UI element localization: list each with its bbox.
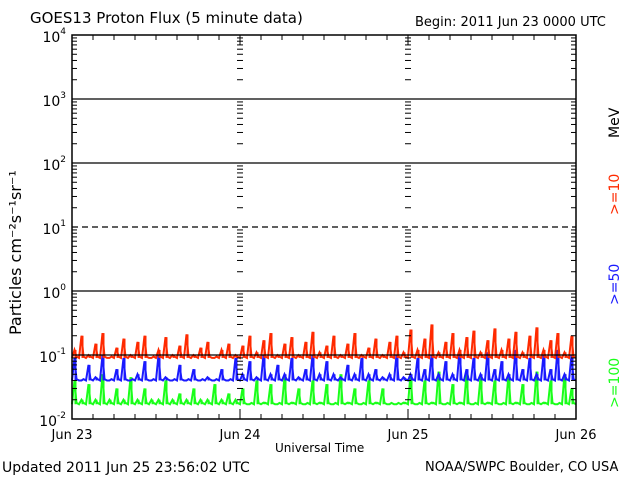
x-tick-label: Jun 24 <box>219 428 261 443</box>
begin-label: Begin: 2011 Jun 23 0000 UTC <box>415 15 606 30</box>
x-tick-label: Jun 23 <box>51 428 93 443</box>
legend-ge50: >=50 <box>607 263 623 305</box>
y-tick-label: 10-1 <box>39 347 66 366</box>
x-tick-label: Jun 26 <box>555 428 597 443</box>
chart-title: GOES13 Proton Flux (5 minute data) <box>30 9 303 27</box>
updated-timestamp: Updated 2011 Jun 25 23:56:02 UTC <box>2 460 250 476</box>
y-axis-label: Particles cm⁻²s⁻¹sr⁻¹ <box>6 170 25 335</box>
y-tick-label: 103 <box>42 91 66 110</box>
y-tick-label: 102 <box>42 155 66 174</box>
y-tick-label: 104 <box>42 27 66 46</box>
source-label: NOAA/SWPC Boulder, CO USA <box>425 460 619 475</box>
y-tick-label: 100 <box>42 283 66 302</box>
series-line->=10 <box>71 324 577 360</box>
series-line->=100 <box>71 371 577 406</box>
series-line->=50 <box>71 349 577 383</box>
units-label: MeV <box>607 107 623 138</box>
legend-ge10: >=10 <box>607 173 623 215</box>
legend-ge100: >=100 <box>607 357 623 408</box>
x-tick-label: Jun 25 <box>387 428 429 443</box>
y-tick-label: 101 <box>42 219 66 238</box>
x-axis-label: Universal Time <box>275 441 365 455</box>
